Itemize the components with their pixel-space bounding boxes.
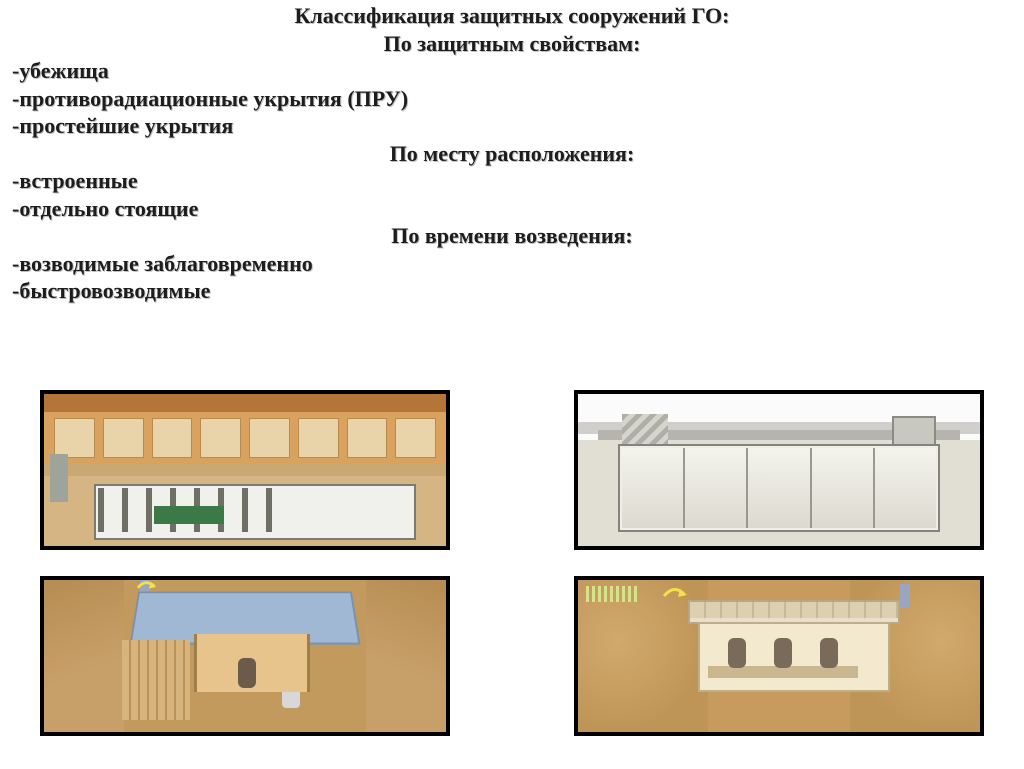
illustration-gallery <box>40 390 984 736</box>
main-title: Классификация защитных сооружений ГО: <box>12 2 1012 30</box>
section2-heading: По месту расположения: <box>12 140 1012 168</box>
section1-item: -убежища <box>12 57 1012 85</box>
text-content: Классификация защитных сооружений ГО: По… <box>0 2 1024 305</box>
section2-item: -отдельно стоящие <box>12 195 1012 223</box>
section2-item: -встроенные <box>12 167 1012 195</box>
airflow-arrow-icon <box>662 584 688 600</box>
airflow-arrow-icon <box>136 578 158 592</box>
illustration-covered-trench <box>574 576 984 736</box>
section3-heading: По времени возведения: <box>12 222 1012 250</box>
illustration-standalone-shelter <box>574 390 984 550</box>
illustration-built-in-shelter <box>40 390 450 550</box>
section1-item: -противорадиационные укрытия (ПРУ) <box>12 85 1012 113</box>
slide: Классификация защитных сооружений ГО: По… <box>0 2 1024 769</box>
illustration-simple-dugout <box>40 576 450 736</box>
section3-item: -возводимые заблаговременно <box>12 250 1012 278</box>
section1-heading: По защитным свойствам: <box>12 30 1012 58</box>
section3-item: -быстровозводимые <box>12 277 1012 305</box>
section1-item: -простейшие укрытия <box>12 112 1012 140</box>
